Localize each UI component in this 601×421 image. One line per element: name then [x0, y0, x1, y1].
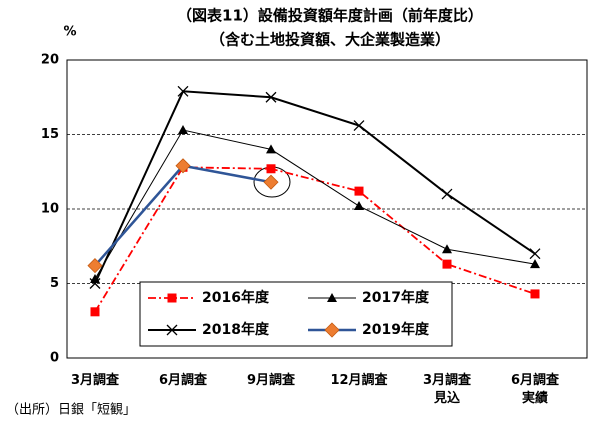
marker [354, 186, 364, 196]
y-tick-label: 15 [41, 127, 59, 142]
marker [266, 164, 276, 174]
marker [87, 258, 103, 274]
plot-frame [66, 59, 588, 359]
marker [353, 120, 365, 132]
x-tick-label: 12月調査 [330, 372, 388, 388]
marker [324, 322, 340, 338]
series-line [94, 129, 536, 280]
marker [354, 201, 364, 211]
x-tick-label: 9月調査 [247, 372, 296, 388]
chart-subtitle: （含む土地投資額、大企業製造業） [210, 31, 450, 49]
x-tick-label: 3月調査 [71, 372, 120, 388]
marker [441, 188, 453, 200]
marker [166, 324, 178, 336]
chart-title: （図表11）設備投資額年度計画（前年度比） [177, 7, 483, 25]
marker [327, 293, 337, 302]
legend-label: 2018年度 [202, 321, 270, 338]
series-line [94, 164, 272, 267]
marker [178, 125, 188, 135]
marker [90, 307, 100, 317]
marker [442, 244, 452, 254]
y-tick-label: 5 [50, 276, 59, 291]
marker [266, 144, 276, 154]
y-tick-label: 20 [41, 53, 59, 68]
legend: 2016年度 2017年度 2018年度 2019年度 [139, 281, 453, 347]
marker [167, 293, 177, 303]
marker [177, 85, 189, 97]
legend-box [139, 281, 453, 347]
y-axis-label: % [63, 25, 76, 40]
y-tick-label: 10 [41, 202, 59, 217]
marker [530, 259, 540, 269]
marker [529, 248, 541, 260]
x-tick-label: 3月調査見込 [423, 372, 472, 406]
y-tick-label: 0 [50, 351, 59, 366]
x-tick-label: 6月調査 [159, 372, 208, 388]
source-note: （出所）日銀「短観」 [6, 403, 136, 418]
marker [263, 174, 279, 190]
x-tick-label: 6月調査実績 [511, 372, 560, 406]
marker [265, 91, 277, 103]
marker [89, 278, 101, 289]
marker [175, 158, 191, 174]
legend-label: 2016年度 [202, 289, 270, 306]
legend-label: 2017年度 [362, 289, 430, 306]
series-line [94, 90, 536, 284]
marker [530, 289, 540, 299]
marker [442, 259, 452, 269]
legend-label: 2019年度 [362, 321, 430, 338]
